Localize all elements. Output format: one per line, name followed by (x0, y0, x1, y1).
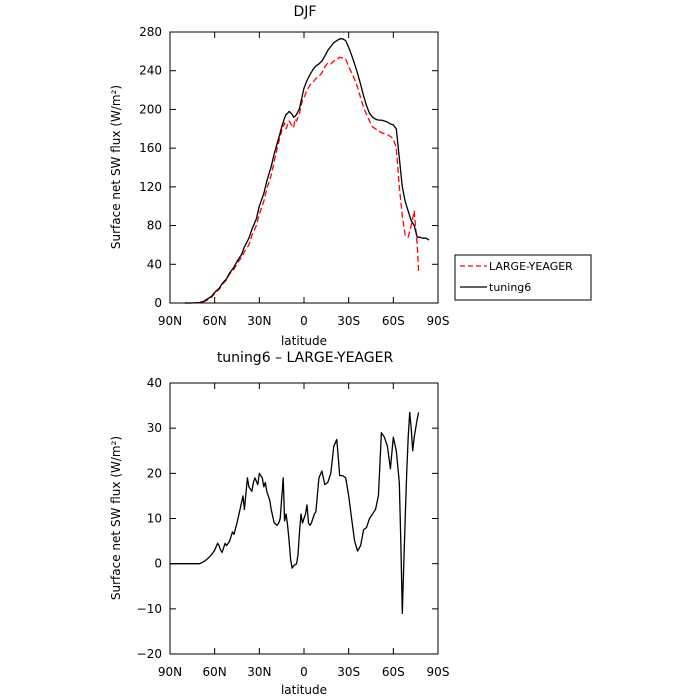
x-tick-label: 60S (382, 314, 405, 328)
series-line-tuning6 (184, 38, 430, 304)
series-group (170, 411, 420, 615)
panel-djf: DJF 90N 60N 30N 0 30S 60S 90S 0 40 80 120 160 200 24… (109, 4, 592, 348)
x-tick-label: 90S (427, 665, 450, 679)
y-tick-label: 0 (154, 557, 162, 571)
x-tick-label: 30N (247, 665, 271, 679)
x-tick-label: 60N (203, 314, 227, 328)
x-tick-label: 30S (337, 314, 360, 328)
legend: LARGE-YEAGER tuning6 (454, 254, 592, 301)
y-tick-label: 40 (147, 376, 162, 390)
y-tick-label: 0 (154, 296, 162, 310)
y-axis-label: Surface net SW flux (W/m²) (109, 436, 123, 600)
y-tick-labels: −20 −10 0 10 20 30 40 (137, 376, 162, 661)
x-axis-label: latitude (281, 334, 327, 348)
series-line-large-yeager (184, 56, 420, 304)
y-tick-label: 80 (147, 219, 162, 233)
x-tick-label: 30N (247, 314, 271, 328)
series-group (184, 38, 430, 304)
y-tick-label: 280 (139, 25, 162, 39)
x-tick-label: 60S (382, 665, 405, 679)
y-axis-label: Surface net SW flux (W/m²) (109, 85, 123, 249)
x-tick-label: 60N (203, 665, 227, 679)
y-tick-label: 40 (147, 257, 162, 271)
legend-label-tuning6: tuning6 (489, 281, 531, 294)
y-tick-label: −10 (137, 602, 162, 616)
y-tick-label: 240 (139, 64, 162, 78)
x-tick-label: 0 (300, 314, 308, 328)
y-tick-label: 10 (147, 512, 162, 526)
y-tick-label: 30 (147, 421, 162, 435)
x-axis-label: latitude (281, 683, 327, 697)
y-tick-label: 120 (139, 180, 162, 194)
y-tick-labels: 0 40 80 120 160 200 240 280 (139, 25, 162, 310)
legend-box (454, 254, 592, 301)
x-tick-label: 90N (158, 665, 182, 679)
y-tick-label: 20 (147, 466, 162, 480)
legend-label-large-yeager: LARGE-YEAGER (489, 260, 573, 273)
tick-marks (169, 31, 439, 304)
chart-title: DJF (294, 4, 317, 20)
series-line-difference (170, 411, 420, 615)
x-tick-labels: 90N 60N 30N 0 30S 60S 90S (158, 665, 450, 679)
tick-marks (169, 382, 439, 655)
chart-title-difference: tuning6 – LARGE-YEAGER (217, 350, 394, 366)
y-tick-label: 160 (139, 141, 162, 155)
panel-difference: tuning6 – LARGE-YEAGER 90N 60N 30N 0 30S 60S 9… (109, 350, 449, 697)
x-tick-label: 0 (300, 665, 308, 679)
y-tick-label: 200 (139, 102, 162, 116)
x-tick-label: 90S (427, 314, 450, 328)
x-tick-label: 30S (337, 665, 360, 679)
y-tick-label: −20 (137, 647, 162, 661)
x-tick-labels: 90N 60N 30N 0 30S 60S 90S (158, 314, 450, 328)
x-tick-label: 90N (158, 314, 182, 328)
